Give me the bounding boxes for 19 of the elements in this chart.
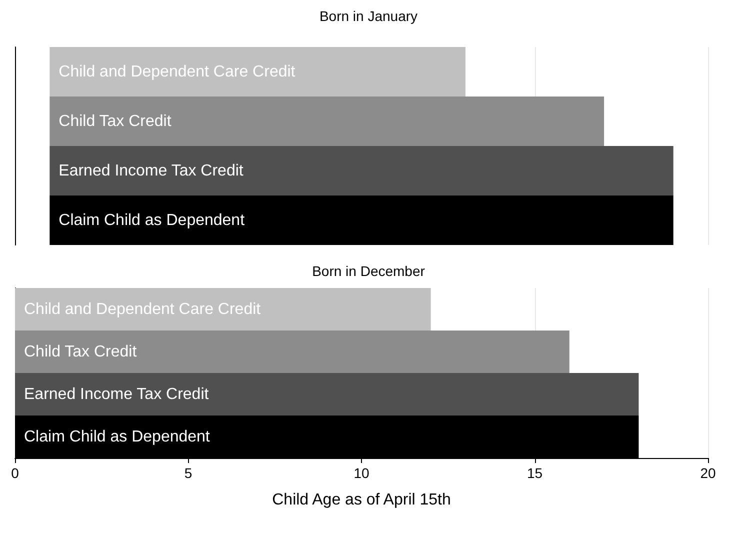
category-label: Claim Child as Dependent bbox=[58, 212, 245, 229]
bar bbox=[15, 373, 639, 416]
category-label: Claim Child as Dependent bbox=[24, 428, 210, 446]
chart-title: Born in December bbox=[312, 263, 426, 279]
bar bbox=[15, 288, 431, 330]
category-label: Child and Dependent Care Credit bbox=[24, 300, 261, 318]
category-label: Earned Income Tax Credit bbox=[24, 386, 209, 403]
category-label: Earned Income Tax Credit bbox=[58, 162, 244, 180]
x-tick-label: 20 bbox=[700, 465, 716, 481]
category-label: Child Tax Credit bbox=[24, 343, 137, 360]
x-tick-label: 10 bbox=[354, 465, 370, 481]
x-axis-title: Child Age as of April 15th bbox=[272, 492, 451, 508]
category-label: Child Tax Credit bbox=[58, 112, 172, 130]
x-tick-label: 0 bbox=[11, 465, 20, 481]
category-label: Child and Dependent Care Credit bbox=[58, 63, 296, 80]
x-tick-label: 15 bbox=[526, 465, 543, 481]
x-tick-label: 5 bbox=[184, 465, 192, 481]
chart-title: Born in January bbox=[319, 8, 418, 24]
bar bbox=[15, 330, 570, 373]
